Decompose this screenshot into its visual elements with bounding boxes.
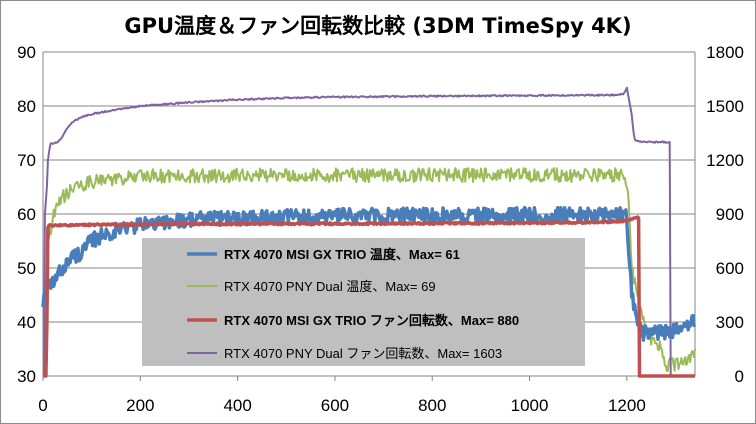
y2-tick-label: 300 [716,313,744,332]
y-tick-label: 30 [17,367,36,386]
y2-tick-label: 0 [735,367,744,386]
x-axis-ticks: 0 200 400 600 800 1000 1200 [38,376,646,415]
y2-tick-label: 1200 [706,151,744,170]
legend-label-4: RTX 4070 PNY Dual ファン回転数、Max= 1603 [224,346,502,361]
y-tick-label: 90 [17,43,36,62]
series-layer [41,86,697,378]
y-tick-label: 60 [17,205,36,224]
y-tick-label: 70 [17,151,36,170]
x-tick-label: 400 [223,396,251,415]
series-line-3 [42,215,696,378]
x-tick-label: 0 [38,396,47,415]
series-line-2 [43,167,696,377]
x-tick-label: 200 [126,396,154,415]
y2-tick-label: 1500 [706,97,744,116]
y-tick-label: 50 [17,259,36,278]
legend: RTX 4070 MSI GX TRIO 温度、Max= 61 RTX 4070 … [142,238,585,366]
x-tick-label: 600 [321,396,349,415]
chart-title: GPU温度＆ファン回転数比較 (3DM TimeSpy 4K) [124,14,631,38]
x-tick-label: 1000 [511,396,549,415]
y2-tick-label: 900 [716,205,744,224]
right-axis-ticks: 0 300 600 900 1200 1500 1800 [706,43,744,386]
x-tick-label: 1200 [608,396,646,415]
y2-tick-label: 1800 [706,43,744,62]
legend-label-1: RTX 4070 MSI GX TRIO 温度、Max= 61 [224,247,460,262]
y-tick-label: 40 [17,313,36,332]
legend-label-3: RTX 4070 MSI GX TRIO ファン回転数、Max= 880 [224,313,519,328]
left-axis-ticks: 30 40 50 60 70 80 90 [17,43,36,386]
series-line-4 [43,86,695,377]
y2-tick-label: 600 [716,259,744,278]
y-tick-label: 80 [17,97,36,116]
legend-box [142,238,585,366]
x-tick-label: 800 [418,396,446,415]
legend-label-2: RTX 4070 PNY Dual 温度、Max= 69 [224,279,436,294]
